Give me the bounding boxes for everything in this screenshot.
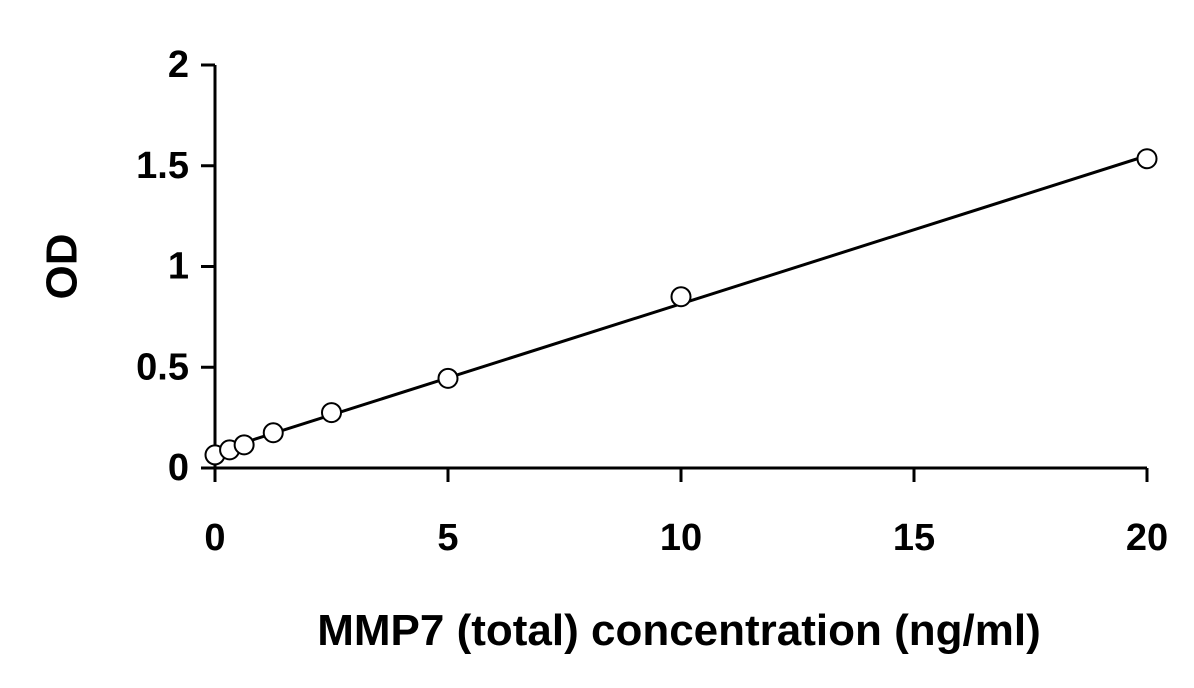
data-point xyxy=(670,286,692,308)
data-points xyxy=(204,148,1158,466)
x-tick-label: 0 xyxy=(204,517,225,559)
ticks: 00.511.520 5 10 15 20 xyxy=(136,44,1168,559)
data-point xyxy=(262,422,284,444)
data-point xyxy=(321,402,342,424)
data-point xyxy=(437,367,459,389)
x-tick-label: 15 xyxy=(893,517,935,559)
y-tick-label: 2 xyxy=(168,44,189,86)
x-tick-label: 20 xyxy=(1126,517,1168,559)
x-axis-title: MMP7 (total) concentration (ng/ml) xyxy=(317,606,1041,655)
x-tick-label: 10 xyxy=(660,517,702,559)
data-point xyxy=(1136,148,1158,170)
data-point xyxy=(233,434,255,456)
y-tick-label: 0 xyxy=(168,447,189,489)
y-tick-label: 1 xyxy=(168,246,189,288)
y-axis-title: OD xyxy=(38,234,87,300)
x-tick-label: 5 xyxy=(437,517,458,559)
y-tick-label: 0.5 xyxy=(136,346,189,388)
y-tick-label: 1.5 xyxy=(136,145,189,187)
